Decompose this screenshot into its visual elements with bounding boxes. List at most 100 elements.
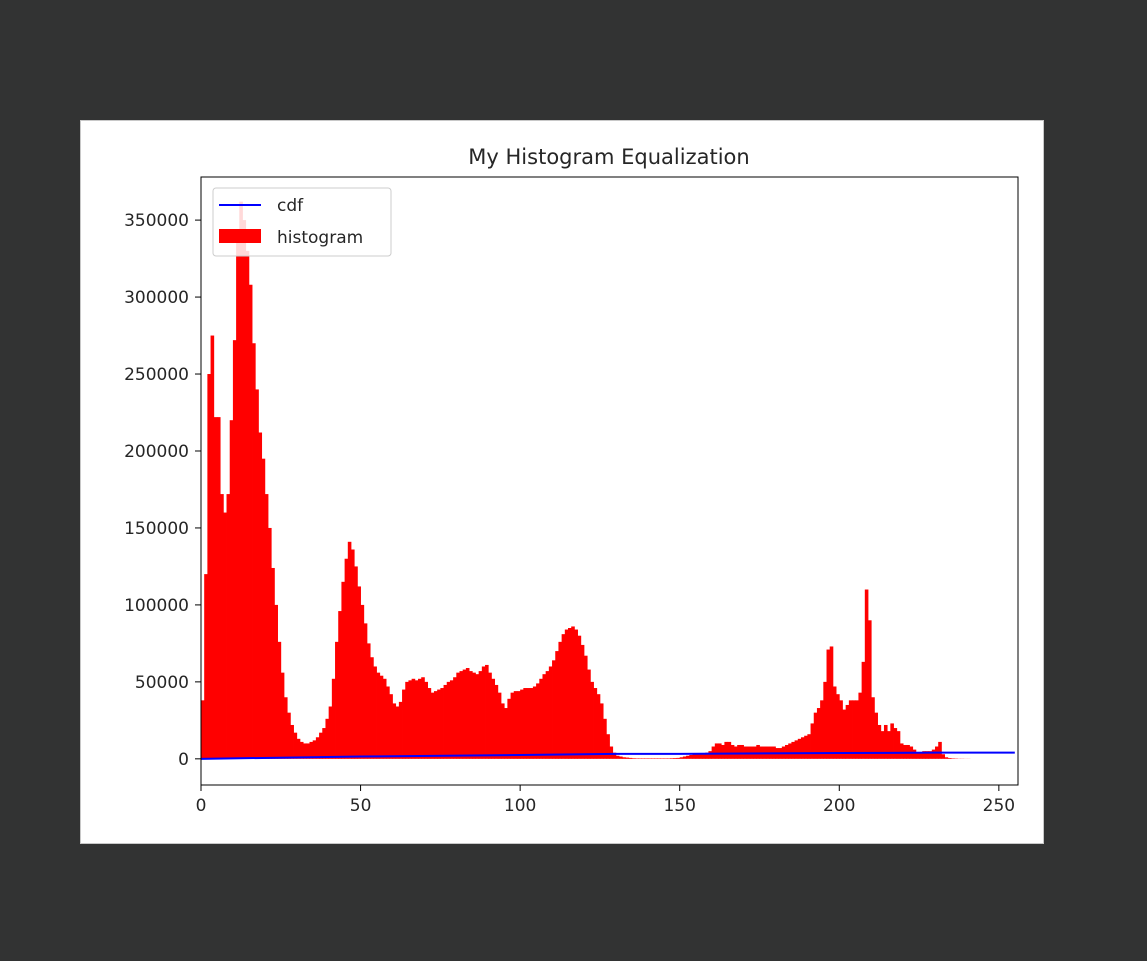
histogram-bar xyxy=(561,634,566,759)
histogram-bar xyxy=(290,724,294,759)
histogram-bar xyxy=(816,708,821,759)
histogram-bar xyxy=(201,700,205,759)
x-tick-label: 0 xyxy=(196,796,207,816)
histogram-bar xyxy=(542,674,547,759)
x-tick-label: 200 xyxy=(823,796,855,816)
histogram-bar xyxy=(893,728,898,759)
histogram-bar xyxy=(376,672,381,759)
histogram-bar xyxy=(478,671,483,759)
histogram-bar xyxy=(622,757,626,759)
histogram-bar xyxy=(702,753,706,759)
histogram-bar xyxy=(698,754,703,759)
legend-cdf-label: cdf xyxy=(277,196,304,216)
histogram-bar xyxy=(299,741,304,759)
histogram-bar xyxy=(730,744,735,759)
histogram-bar xyxy=(287,712,291,759)
histogram-bar xyxy=(871,697,875,759)
histogram-bar xyxy=(331,678,336,759)
histogram-bar xyxy=(424,681,428,759)
histogram-bar xyxy=(558,641,563,759)
histogram-bar xyxy=(797,738,802,759)
histogram-bar xyxy=(922,751,926,759)
histogram-bar xyxy=(718,743,722,759)
histogram-bar xyxy=(373,666,377,759)
histogram-bar xyxy=(944,757,949,759)
histogram-bar xyxy=(804,735,808,759)
histogram-bar xyxy=(800,737,805,759)
histogram-bar xyxy=(232,340,237,759)
histogram-bar xyxy=(504,708,508,759)
histogram-bar xyxy=(596,694,601,759)
histogram-bar xyxy=(682,756,687,759)
histogram-bar xyxy=(858,692,863,759)
histogram-bar xyxy=(312,740,317,759)
histogram-bar xyxy=(941,754,945,759)
histogram-bar xyxy=(456,672,460,759)
histogram-bar xyxy=(405,681,409,759)
histogram-bar xyxy=(689,754,693,759)
histogram-bar xyxy=(335,641,339,759)
histogram-bar xyxy=(306,743,310,759)
histogram-bar xyxy=(398,701,403,759)
histogram-bar xyxy=(571,626,575,759)
histogram-bar xyxy=(366,643,371,759)
histogram-bar xyxy=(344,558,349,759)
histogram-bar xyxy=(204,574,208,759)
histogram-bar xyxy=(532,686,537,759)
histogram-bar xyxy=(277,641,282,759)
histogram-bar xyxy=(785,744,789,759)
histogram-bar xyxy=(210,335,215,759)
histogram-bars xyxy=(201,201,971,759)
histogram-bar xyxy=(874,712,878,759)
histogram-bar xyxy=(472,672,476,759)
histogram-bar xyxy=(427,688,432,759)
histogram-bar xyxy=(887,731,891,759)
histogram-bar xyxy=(820,700,824,759)
y-axis-ticks: 0 50000 100000 150000 200000 250000 300000 3500… xyxy=(124,211,201,770)
histogram-bar xyxy=(721,744,725,759)
histogram-bar xyxy=(500,703,505,759)
histogram-bar xyxy=(491,678,496,759)
histogram-bar xyxy=(395,706,400,759)
histogram-bar xyxy=(520,689,524,759)
histogram-bar xyxy=(315,737,320,759)
y-tick-label: 250000 xyxy=(124,365,189,385)
x-tick-label: 50 xyxy=(350,796,372,816)
histogram-bar xyxy=(912,749,917,759)
histogram-bar xyxy=(229,420,234,759)
histogram-bar xyxy=(379,675,384,759)
histogram-bar xyxy=(826,649,831,759)
histogram-bar xyxy=(414,680,419,759)
histogram-bar xyxy=(868,620,872,759)
histogram-bar xyxy=(485,664,489,759)
histogram-bar xyxy=(794,740,799,759)
histogram-bar xyxy=(583,655,588,759)
histogram-bar xyxy=(248,284,253,759)
histogram-bar xyxy=(242,220,247,759)
histogram-bar xyxy=(446,681,451,759)
histogram-bar xyxy=(220,494,224,759)
histogram-bar xyxy=(386,686,390,759)
histogram-bar xyxy=(357,586,361,759)
histogram-bar xyxy=(459,671,464,759)
histogram-bar xyxy=(836,694,840,759)
y-tick-label: 150000 xyxy=(124,519,189,539)
histogram-bar xyxy=(864,589,869,759)
histogram-bar xyxy=(303,743,307,759)
histogram-bar xyxy=(223,512,227,759)
cdf-line xyxy=(200,751,1015,760)
histogram-bar xyxy=(411,678,416,759)
histogram-bar xyxy=(839,700,843,759)
histogram-bar xyxy=(539,678,543,759)
histogram-bar xyxy=(714,743,719,759)
histogram-bar xyxy=(239,201,243,759)
histogram-bar xyxy=(283,697,288,759)
histogram-bar xyxy=(351,549,355,759)
histogram-bar xyxy=(252,343,256,759)
histogram-bar xyxy=(676,757,681,759)
y-tick-label: 100000 xyxy=(124,596,189,616)
histogram-bar xyxy=(261,458,266,759)
histogram-bar xyxy=(271,567,275,759)
y-tick-label: 0 xyxy=(178,750,189,770)
histogram-bar xyxy=(724,741,728,759)
